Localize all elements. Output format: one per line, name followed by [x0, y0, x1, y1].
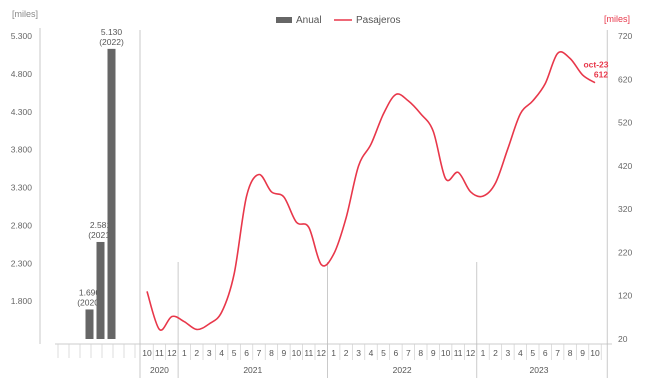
month-tick-label: 11: [304, 348, 313, 358]
right-tick-label: 420: [618, 161, 632, 171]
month-tick-label: 2: [344, 348, 349, 358]
month-tick-label: 10: [142, 348, 152, 358]
right-tick-label: 20: [618, 334, 628, 344]
month-tick-label: 12: [316, 348, 326, 358]
left-tick-label: 2.800: [11, 220, 33, 230]
month-tick-label: 3: [506, 348, 511, 358]
month-tick-label: 10: [590, 348, 600, 358]
month-tick-label: 10: [441, 348, 451, 358]
month-tick-label: 11: [454, 348, 463, 358]
bar-value-label: 1.690: [79, 287, 101, 297]
legend: Anual Pasajeros: [276, 15, 400, 26]
left-tick-label: 4.300: [11, 107, 33, 117]
month-tick-label: 4: [518, 348, 523, 358]
annual-bar: [96, 241, 105, 339]
month-tick-label: 5: [232, 348, 237, 358]
month-tick-label: 6: [244, 348, 249, 358]
month-tick-label: 4: [369, 348, 374, 358]
month-tick-label: 12: [167, 348, 177, 358]
month-tick-label: 7: [406, 348, 411, 358]
month-tick-label: 1: [331, 348, 336, 358]
bar-year-label: (2022): [99, 37, 124, 47]
month-tick-label: 7: [257, 348, 262, 358]
left-tick-label: 3.800: [11, 145, 33, 155]
right-y-ticks: 720 620 520 420 320 220 120 20: [618, 31, 632, 344]
right-tick-label: 120: [618, 291, 632, 301]
right-tick-label: 720: [618, 31, 632, 41]
month-tick-label: 9: [282, 348, 287, 358]
year-group-label: 2021: [243, 365, 262, 375]
month-tick-label: 2: [493, 348, 498, 358]
left-y-axis-label: [miles]: [12, 9, 38, 19]
month-tick-label: 8: [269, 348, 274, 358]
month-tick-label: 8: [418, 348, 423, 358]
right-tick-label: 520: [618, 118, 632, 128]
month-tick-label: 6: [543, 348, 548, 358]
month-tick-label: 1: [182, 348, 187, 358]
left-tick-label: 1.800: [11, 296, 33, 306]
month-tick-label: 2: [194, 348, 199, 358]
legend-label-anual: Anual: [296, 15, 322, 26]
annotation-date: oct-23: [583, 60, 608, 70]
bar-value-label: 5.130: [101, 27, 123, 37]
month-tick-label: 4: [219, 348, 224, 358]
right-y-axis-label: [miles]: [604, 14, 630, 24]
left-tick-label: 5.300: [11, 31, 33, 41]
month-tick-label: 6: [394, 348, 399, 358]
month-tick-label: 9: [580, 348, 585, 358]
bar-year-label: (2021): [88, 230, 113, 240]
annual-bar: [85, 309, 94, 339]
month-tick-label: 3: [356, 348, 361, 358]
month-tick-label: 12: [466, 348, 476, 358]
last-point-annotation: oct-23 612: [583, 60, 608, 80]
right-tick-label: 620: [618, 74, 632, 84]
left-y-ticks: 5.300 4.800 4.300 3.800 3.300 2.800 2.300 1.800: [11, 28, 41, 344]
year-group-label: 2022: [393, 365, 412, 375]
left-tick-label: 2.300: [11, 258, 33, 268]
month-tick-label: 10: [292, 348, 302, 358]
right-tick-label: 220: [618, 247, 632, 257]
month-tick-label: 3: [207, 348, 212, 358]
right-tick-label: 320: [618, 204, 632, 214]
left-tick-label: 4.800: [11, 69, 33, 79]
passengers-line-layer: [146, 51, 596, 331]
left-tick-label: 3.300: [11, 183, 33, 193]
month-tick-label: 5: [530, 348, 535, 358]
month-tick-label: 1: [481, 348, 486, 358]
month-tick-label: 7: [555, 348, 560, 358]
month-tick-label: 9: [431, 348, 436, 358]
annual-bars: 1.690(2020) 2.581(2021) 5.130(2022): [77, 27, 124, 339]
year-group-label: 2023: [530, 365, 549, 375]
annual-bar: [107, 48, 116, 339]
month-tick-label: 5: [381, 348, 386, 358]
bar-value-label: 2.581: [90, 220, 112, 230]
month-tick-label: 8: [568, 348, 573, 358]
month-tick-label: 11: [155, 348, 164, 358]
bar-year-label: (2020): [77, 297, 102, 307]
legend-bar-swatch: [276, 17, 292, 23]
passengers-line: [146, 51, 596, 331]
legend-label-pasajeros: Pasajeros: [356, 15, 400, 26]
x-axis: 10 11 12 1 2 3 4 5 6 7 8 9 10 11 12 1 2 3 4 5 6 7 8 9 10 11 12 1 2 3 4…: [55, 30, 612, 378]
annotation-value: 612: [594, 70, 608, 80]
year-group-label: 2020: [150, 365, 169, 375]
